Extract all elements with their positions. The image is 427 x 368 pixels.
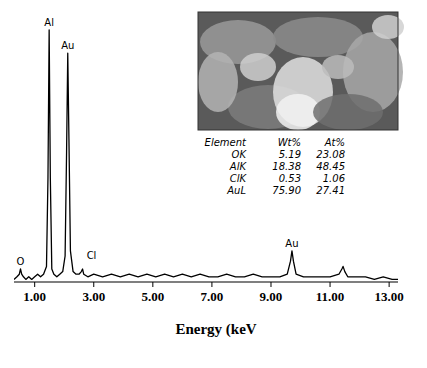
x-tick-label: 5.00	[141, 289, 164, 304]
sem-inset	[198, 12, 404, 130]
x-tick	[152, 282, 153, 287]
peak-label: Au	[61, 40, 74, 51]
peak-label: O	[17, 256, 25, 267]
x-tick	[34, 282, 35, 287]
table-cell: AlK	[229, 161, 248, 172]
table-header: Element	[205, 137, 247, 148]
sem-texture	[240, 53, 276, 81]
x-tick-label: 11.00	[316, 289, 345, 304]
x-tick	[211, 282, 212, 287]
table-cell: 1.06	[323, 173, 345, 184]
x-tick-label: 7.00	[201, 289, 224, 304]
x-tick-label: 9.00	[260, 289, 283, 304]
peak-label: Au	[285, 238, 298, 249]
x-tick-label: 3.00	[82, 289, 105, 304]
sem-texture	[313, 94, 383, 130]
table-cell: 75.90	[272, 185, 301, 196]
table-header: At%	[324, 137, 345, 148]
x-tick	[389, 282, 390, 287]
x-tick-label: 13.00	[375, 289, 404, 304]
table-header: Wt%	[278, 137, 301, 148]
x-tick	[93, 282, 94, 287]
x-axis-title: Energy (keV	[175, 321, 256, 338]
background	[0, 0, 427, 368]
table-cell: AuL	[226, 185, 246, 196]
table-cell: 27.41	[316, 185, 345, 196]
sem-frame	[198, 12, 398, 130]
x-tick-label: 1.00	[23, 289, 46, 304]
table-cell: 48.45	[316, 161, 345, 172]
spectrum	[14, 30, 398, 280]
peak-label: Al	[44, 17, 54, 28]
chart: Element Wt% At% OK 5.19 23.08 AlK 18.38 48.45 ClK…	[0, 0, 427, 368]
table-cell: 5.19	[279, 149, 301, 160]
x-axis	[14, 281, 398, 282]
sem-texture	[322, 55, 354, 79]
table-cell: 23.08	[316, 149, 345, 160]
plot-area	[14, 30, 398, 280]
table-cell: OK	[232, 149, 248, 160]
sem-texture	[372, 15, 404, 39]
table-cell: ClK	[230, 173, 248, 184]
table-cell: 18.38	[272, 161, 301, 172]
x-tick	[330, 282, 331, 287]
table-cell: 0.53	[279, 173, 301, 184]
x-tick	[270, 282, 271, 287]
sem-texture	[198, 52, 238, 112]
peak-label: Cl	[87, 250, 97, 261]
